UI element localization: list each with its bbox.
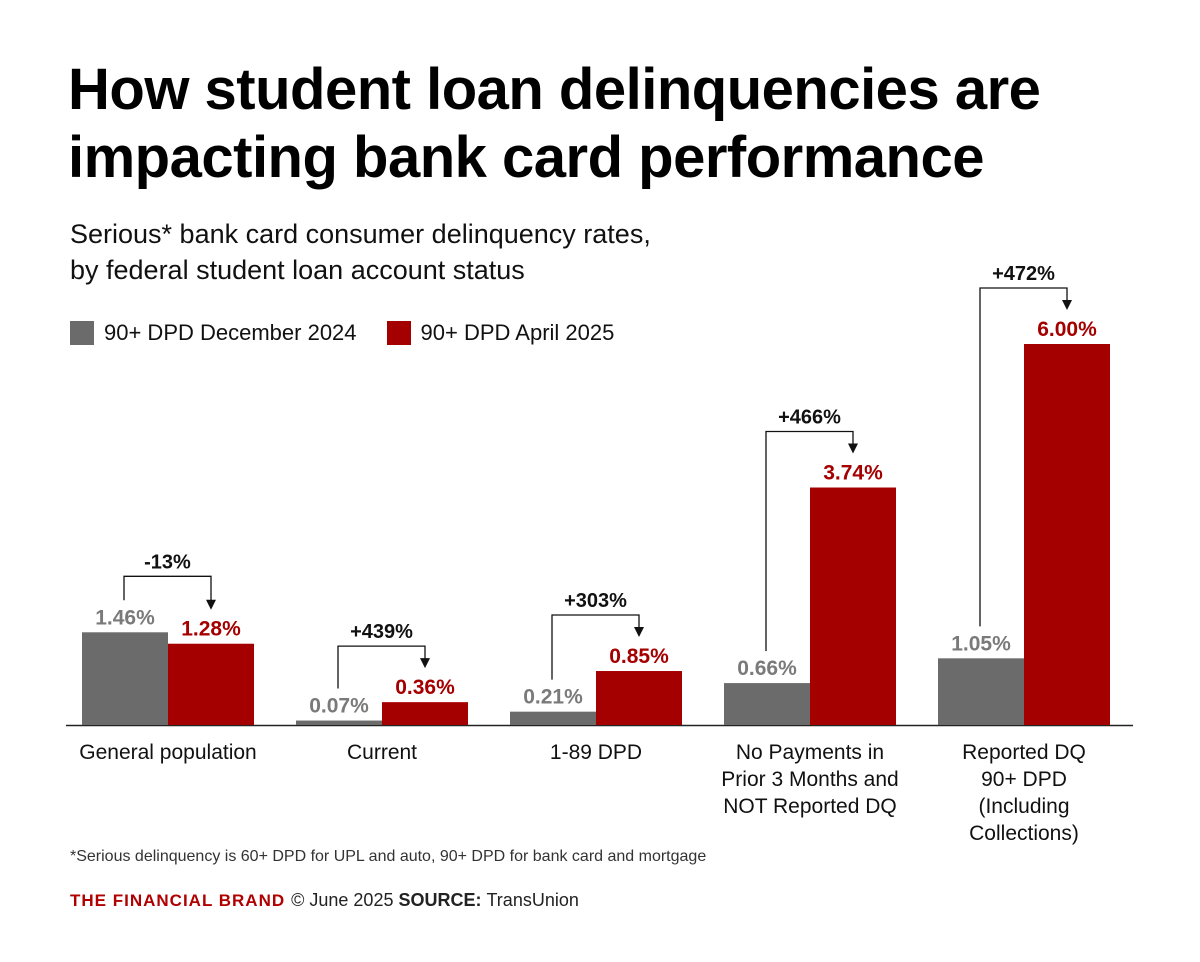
bar-dec-2024 xyxy=(510,711,596,725)
data-label: 1.05% xyxy=(951,632,1011,655)
brand-logo-text: THE FINANCIAL BRAND xyxy=(70,891,286,910)
data-label: 3.74% xyxy=(823,462,883,485)
change-label: +439% xyxy=(350,621,413,643)
category-label-line: 1-89 DPD xyxy=(550,741,642,764)
change-bracket xyxy=(123,575,212,602)
change-bracket xyxy=(337,645,426,689)
category-label-line: Current xyxy=(347,741,417,764)
data-label: 0.66% xyxy=(737,657,797,680)
bar-apr-2025 xyxy=(810,487,896,725)
category-label-line: General population xyxy=(79,741,256,764)
change-bracket xyxy=(551,614,640,680)
change-arrowhead xyxy=(634,627,644,638)
change-arrowhead xyxy=(848,443,858,454)
category-label-line: NOT Reported DQ xyxy=(723,795,897,818)
bar-dec-2024 xyxy=(296,720,382,725)
source-text: TransUnion xyxy=(486,890,579,910)
data-label: 6.00% xyxy=(1037,318,1097,341)
footer: THE FINANCIAL BRAND © June 2025 SOURCE: … xyxy=(70,890,579,911)
category-label-line: Prior 3 Months and xyxy=(721,768,898,791)
category-label-line: 90+ DPD xyxy=(981,768,1067,791)
chart-subtitle: Serious* bank card consumer delinquency … xyxy=(70,216,770,288)
bar-dec-2024 xyxy=(724,683,810,725)
legend-label-apr-2025: 90+ DPD April 2025 xyxy=(420,320,615,345)
bar-apr-2025 xyxy=(168,643,254,725)
data-label: 0.07% xyxy=(309,695,369,718)
bar-apr-2025 xyxy=(1024,344,1110,725)
subtitle-line-2: by federal student loan account status xyxy=(70,255,525,285)
change-arrowhead xyxy=(1062,300,1072,310)
data-label: 0.21% xyxy=(523,686,583,709)
data-label: 1.28% xyxy=(181,618,241,641)
data-label: 0.85% xyxy=(609,645,669,668)
change-label: +303% xyxy=(564,590,627,612)
footnote: *Serious delinquency is 60+ DPD for UPL … xyxy=(70,848,707,865)
legend: 90+ DPD December 2024 90+ DPD April 2025 xyxy=(70,318,644,348)
category-label-line: Reported DQ xyxy=(962,741,1086,764)
source-label: SOURCE: xyxy=(398,890,482,910)
category-label: General population xyxy=(79,741,256,764)
change-label: +472% xyxy=(992,263,1055,285)
legend-label-dec-2024: 90+ DPD December 2024 xyxy=(104,320,357,345)
data-label: 0.36% xyxy=(395,676,455,699)
change-arrowhead xyxy=(420,658,430,669)
category-label: Current xyxy=(347,741,417,764)
bar-dec-2024 xyxy=(938,658,1024,725)
legend-item-dec-2024: 90+ DPD December 2024 xyxy=(70,320,357,346)
category-label-line: Collections) xyxy=(969,822,1079,845)
subtitle-line-1: Serious* bank card consumer delinquency … xyxy=(70,219,651,249)
category-label-line: (Including xyxy=(978,795,1069,818)
change-bracket xyxy=(979,287,1068,627)
legend-swatch-apr-2025 xyxy=(386,321,411,345)
change-arrowhead xyxy=(206,599,216,610)
change-label: +466% xyxy=(778,407,841,429)
bar-apr-2025 xyxy=(596,671,682,725)
chart-title: How student loan delinquencies are impac… xyxy=(68,57,1041,190)
bar-dec-2024 xyxy=(82,632,168,725)
category-label-line: No Payments in xyxy=(736,741,884,764)
category-label: Reported DQ 90+ DPD (Including Collections) xyxy=(962,741,1086,845)
legend-swatch-dec-2024 xyxy=(70,321,94,345)
copyright-text: © June 2025 xyxy=(291,890,394,910)
category-label: 1-89 DPD xyxy=(550,741,642,764)
category-label: No Payments in Prior 3 Months and NOT Repo… xyxy=(721,741,898,818)
bar-apr-2025 xyxy=(382,702,468,725)
data-label: 1.46% xyxy=(95,606,155,629)
change-bracket xyxy=(765,430,854,652)
change-label: -13% xyxy=(144,551,191,573)
legend-item-apr-2025: 90+ DPD April 2025 xyxy=(386,320,615,346)
